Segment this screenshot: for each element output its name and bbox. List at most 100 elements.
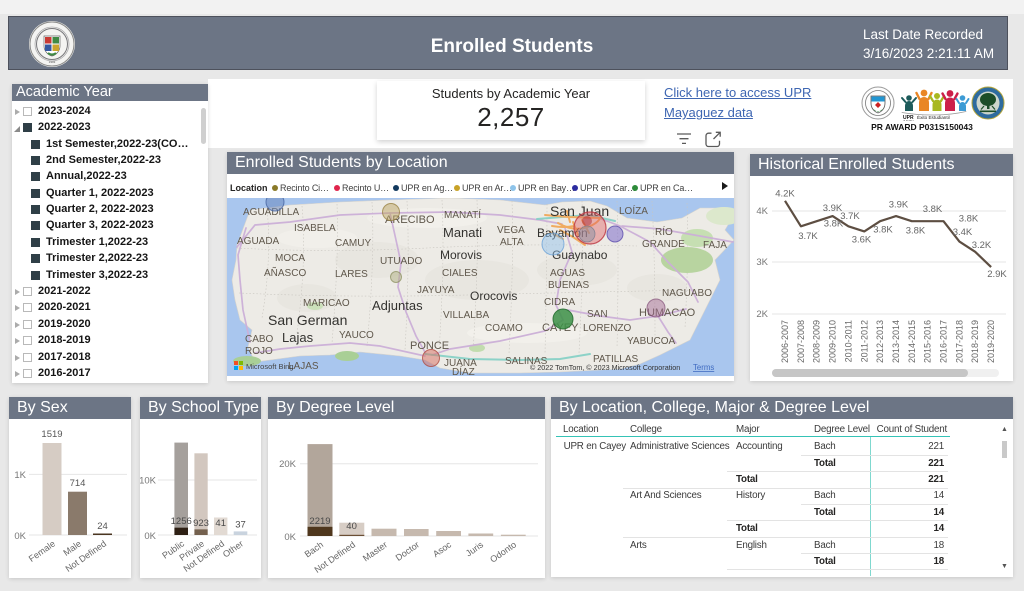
svg-text:Guaynabo: Guaynabo xyxy=(552,248,608,262)
svg-text:2K: 2K xyxy=(756,309,768,320)
svg-text:0K: 0K xyxy=(284,532,296,543)
svg-text:3.4K: 3.4K xyxy=(953,227,973,238)
svg-text:PONCE: PONCE xyxy=(410,340,449,352)
svg-text:San Juan: San Juan xyxy=(550,203,609,219)
svg-text:3.8K: 3.8K xyxy=(906,226,926,237)
svg-text:3.8K: 3.8K xyxy=(824,219,844,230)
svg-text:1903: 1903 xyxy=(49,60,56,64)
svg-text:2012-2013: 2012-2013 xyxy=(875,320,885,363)
svg-text:Terms: Terms xyxy=(693,363,714,372)
svg-text:COAMO: COAMO xyxy=(485,323,523,334)
svg-text:2219: 2219 xyxy=(309,516,330,527)
svg-text:2007-2008: 2007-2008 xyxy=(796,320,806,363)
svg-text:0K: 0K xyxy=(14,531,26,542)
svg-text:ALTA: ALTA xyxy=(500,237,524,248)
svg-text:3.6K: 3.6K xyxy=(852,235,872,246)
svg-text:2009-2010: 2009-2010 xyxy=(828,320,838,363)
svg-text:Microsoft Bing: Microsoft Bing xyxy=(246,362,294,371)
svg-text:JAYUYA: JAYUYA xyxy=(417,285,455,296)
svg-text:2014-2015: 2014-2015 xyxy=(907,320,917,363)
svg-text:4.2K: 4.2K xyxy=(775,189,795,200)
svg-text:2015-2016: 2015-2016 xyxy=(923,320,933,363)
svg-text:24: 24 xyxy=(97,521,108,532)
svg-text:2010-2011: 2010-2011 xyxy=(843,320,853,362)
svg-text:Lajas: Lajas xyxy=(282,330,314,345)
svg-text:3.8K: 3.8K xyxy=(959,214,979,225)
svg-text:CAYEY: CAYEY xyxy=(903,120,915,121)
svg-text:1256: 1256 xyxy=(171,516,192,527)
svg-text:Other: Other xyxy=(221,538,245,559)
svg-text:LARES: LARES xyxy=(335,269,368,280)
svg-text:DÍAZ: DÍAZ xyxy=(452,365,475,376)
svg-text:2013-2014: 2013-2014 xyxy=(891,320,901,363)
svg-text:Morovis: Morovis xyxy=(440,248,482,262)
svg-text:SALINAS: SALINAS xyxy=(505,356,548,367)
svg-text:AGUAS: AGUAS xyxy=(550,268,585,279)
svg-text:YABUCOA: YABUCOA xyxy=(627,336,675,347)
svg-text:0K: 0K xyxy=(144,531,156,542)
svg-text:3.8K: 3.8K xyxy=(923,204,943,215)
svg-text:Éxito Estudiantil: Éxito Estudiantil xyxy=(917,114,950,120)
svg-text:3.2K: 3.2K xyxy=(972,240,992,251)
svg-text:2006-2007: 2006-2007 xyxy=(780,320,790,363)
svg-text:LAJAS: LAJAS xyxy=(288,361,319,372)
svg-text:MARICAO: MARICAO xyxy=(303,298,350,309)
svg-text:923: 923 xyxy=(193,518,209,529)
svg-text:GRANDE: GRANDE xyxy=(642,239,685,250)
svg-text:UPR: UPR xyxy=(903,115,914,121)
svg-text:Bach: Bach xyxy=(303,539,326,559)
svg-text:Adjuntas: Adjuntas xyxy=(372,298,423,313)
svg-text:Odonto: Odonto xyxy=(488,539,518,564)
svg-text:NAGUABO: NAGUABO xyxy=(662,288,712,299)
svg-text:Juris: Juris xyxy=(464,539,486,558)
svg-text:10K: 10K xyxy=(140,476,157,487)
svg-text:VILLALBA: VILLALBA xyxy=(443,310,489,321)
svg-text:41: 41 xyxy=(215,518,226,529)
svg-text:3.9K: 3.9K xyxy=(823,203,843,214)
svg-text:3.8K: 3.8K xyxy=(873,225,893,236)
svg-text:AÑASCO: AÑASCO xyxy=(264,266,306,279)
svg-text:2017-2018: 2017-2018 xyxy=(954,320,964,363)
svg-text:Doctor: Doctor xyxy=(394,539,421,562)
svg-text:CIALES: CIALES xyxy=(442,268,478,279)
svg-text:40: 40 xyxy=(346,521,357,532)
svg-text:Asoc: Asoc xyxy=(431,539,454,559)
svg-text:2008-2009: 2008-2009 xyxy=(812,320,822,363)
svg-text:SAN: SAN xyxy=(587,309,608,320)
svg-text:3.7K: 3.7K xyxy=(840,211,860,222)
svg-text:Bayamón: Bayamón xyxy=(537,226,588,240)
svg-text:CABO: CABO xyxy=(245,334,274,345)
svg-text:2019-2020: 2019-2020 xyxy=(986,320,996,363)
svg-text:ROJO: ROJO xyxy=(245,346,273,357)
svg-text:MOCA: MOCA xyxy=(275,253,305,264)
svg-text:3.7K: 3.7K xyxy=(798,231,818,242)
svg-text:ISABELA: ISABELA xyxy=(294,223,336,234)
svg-text:BUENAS: BUENAS xyxy=(548,280,589,291)
svg-text:FAJA: FAJA xyxy=(703,240,727,251)
svg-text:LORENZO: LORENZO xyxy=(583,323,632,334)
svg-text:© 2022 TomTom, © 2023 Microsof: © 2022 TomTom, © 2023 Microsoft Corporat… xyxy=(530,363,680,372)
svg-text:CAMUY: CAMUY xyxy=(335,238,371,249)
svg-text:2011-2012: 2011-2012 xyxy=(859,320,869,362)
svg-text:MANATÍ: MANATÍ xyxy=(444,208,481,221)
svg-text:2018-2019: 2018-2019 xyxy=(970,320,980,363)
svg-text:LOÍZA: LOÍZA xyxy=(619,204,648,217)
svg-text:Female: Female xyxy=(27,538,57,563)
svg-text:UTUADO: UTUADO xyxy=(380,256,422,267)
svg-text:714: 714 xyxy=(70,478,86,489)
svg-text:Orocovis: Orocovis xyxy=(470,289,517,303)
svg-text:YAUCO: YAUCO xyxy=(339,330,374,341)
svg-text:4K: 4K xyxy=(756,206,768,217)
svg-text:3K: 3K xyxy=(756,257,768,268)
svg-text:RÍO: RÍO xyxy=(655,225,673,238)
svg-text:PATILLAS: PATILLAS xyxy=(593,354,639,365)
svg-text:37: 37 xyxy=(235,520,246,531)
svg-text:AGUADA: AGUADA xyxy=(237,236,280,247)
svg-text:2016-2017: 2016-2017 xyxy=(939,320,949,363)
svg-text:JUANA: JUANA xyxy=(444,358,477,369)
svg-text:3.9K: 3.9K xyxy=(889,200,909,211)
svg-text:CIDRA: CIDRA xyxy=(544,297,575,308)
svg-text:1519: 1519 xyxy=(41,429,62,440)
svg-text:VEGA: VEGA xyxy=(497,225,525,236)
svg-text:AGUADILLA: AGUADILLA xyxy=(243,207,299,218)
